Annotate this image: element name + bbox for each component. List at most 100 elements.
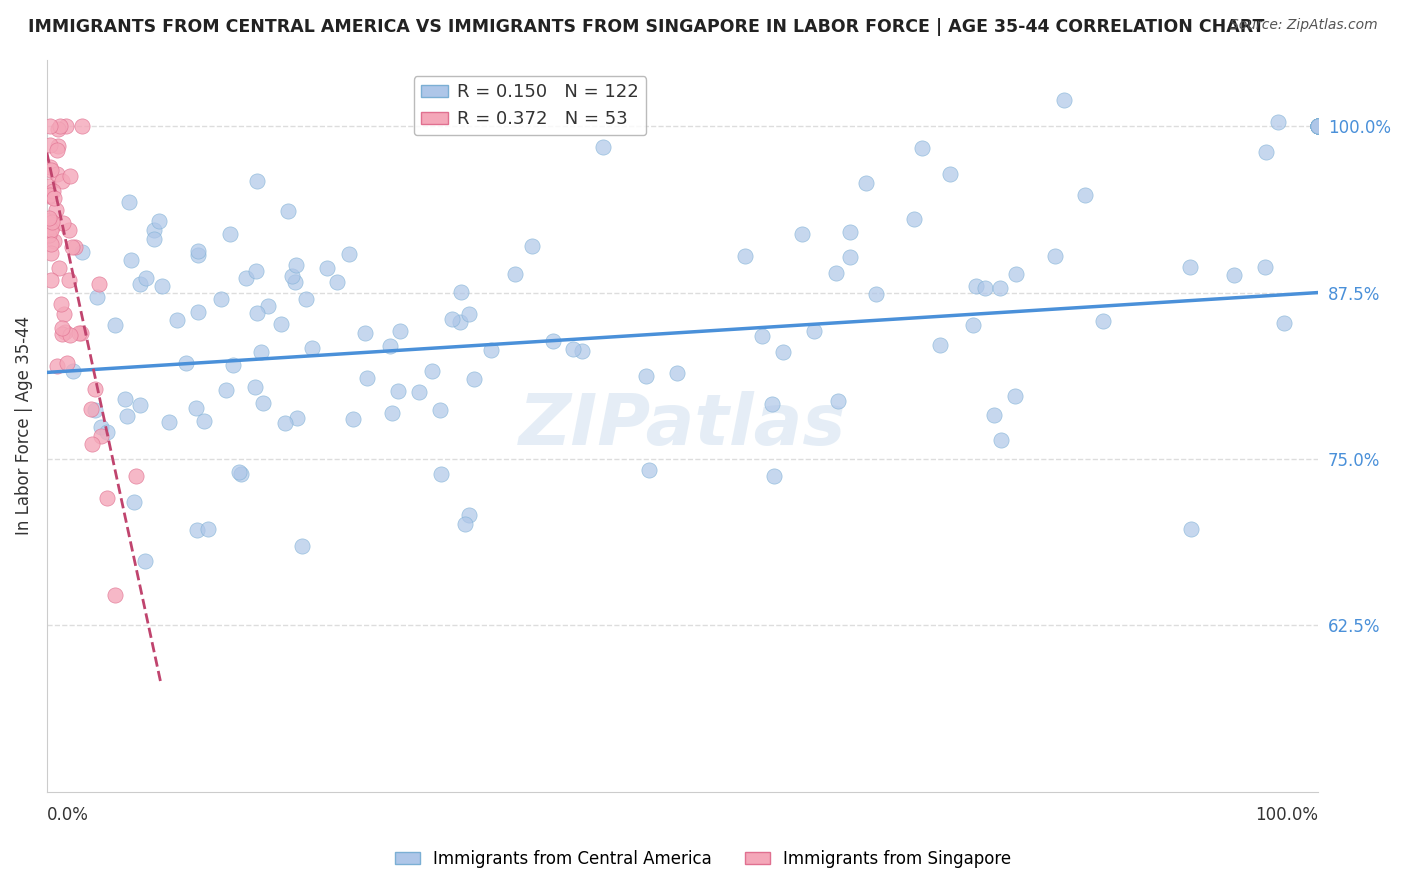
- Point: [245, 264, 267, 278]
- Point: [166, 313, 188, 327]
- Point: [235, 271, 257, 285]
- Point: [762, 468, 785, 483]
- Point: [965, 279, 987, 293]
- Point: [222, 358, 245, 372]
- Point: [450, 285, 472, 300]
- Point: [219, 227, 242, 242]
- Point: [356, 370, 378, 384]
- Point: [430, 467, 453, 481]
- Point: [79, 402, 101, 417]
- Point: [41, 220, 63, 235]
- Point: [229, 467, 252, 481]
- Point: [62, 364, 84, 378]
- Point: [49, 297, 72, 311]
- Point: [209, 293, 232, 307]
- Point: [59, 327, 82, 342]
- Point: [326, 276, 349, 290]
- Point: [1308, 119, 1330, 133]
- Point: [48, 139, 70, 153]
- Point: [125, 468, 148, 483]
- Point: [142, 223, 165, 237]
- Point: [53, 326, 76, 340]
- Point: [150, 278, 173, 293]
- Point: [378, 339, 401, 353]
- Point: [1308, 119, 1330, 133]
- Point: [39, 223, 62, 237]
- Point: [87, 277, 110, 291]
- Point: [83, 383, 105, 397]
- Point: [56, 356, 79, 370]
- Point: [277, 204, 299, 219]
- Point: [1308, 119, 1330, 133]
- Point: [246, 306, 269, 320]
- Point: [381, 406, 404, 420]
- Point: [114, 392, 136, 407]
- Point: [51, 321, 73, 335]
- Point: [463, 372, 485, 386]
- Point: [734, 248, 756, 262]
- Point: [246, 174, 269, 188]
- Point: [1223, 268, 1246, 283]
- Point: [39, 246, 62, 260]
- Point: [353, 326, 375, 341]
- Point: [58, 272, 80, 286]
- Point: [38, 178, 60, 193]
- Text: 100.0%: 100.0%: [1256, 806, 1319, 824]
- Point: [387, 384, 409, 399]
- Point: [1308, 119, 1330, 133]
- Point: [1091, 314, 1114, 328]
- Text: IMMIGRANTS FROM CENTRAL AMERICA VS IMMIGRANTS FROM SINGAPORE IN LABOR FORCE | AG: IMMIGRANTS FROM CENTRAL AMERICA VS IMMIG…: [28, 18, 1264, 36]
- Point: [193, 414, 215, 428]
- Point: [751, 328, 773, 343]
- Point: [104, 318, 127, 333]
- Y-axis label: In Labor Force | Age 35-44: In Labor Force | Age 35-44: [15, 316, 32, 535]
- Point: [316, 261, 339, 276]
- Point: [457, 307, 479, 321]
- Point: [187, 304, 209, 318]
- Point: [1308, 119, 1330, 133]
- Point: [104, 588, 127, 602]
- Point: [45, 143, 67, 157]
- Point: [1308, 119, 1330, 133]
- Point: [157, 415, 180, 429]
- Point: [772, 345, 794, 359]
- Point: [252, 396, 274, 410]
- Point: [295, 292, 318, 306]
- Point: [562, 343, 585, 357]
- Point: [45, 202, 67, 217]
- Point: [962, 318, 984, 332]
- Text: ZIPatlas: ZIPatlas: [519, 392, 846, 460]
- Point: [825, 266, 848, 280]
- Point: [46, 121, 69, 136]
- Point: [1004, 389, 1026, 403]
- Point: [128, 277, 150, 292]
- Point: [250, 345, 273, 359]
- Point: [1267, 115, 1289, 129]
- Point: [134, 554, 156, 568]
- Point: [245, 380, 267, 394]
- Point: [520, 239, 543, 253]
- Point: [48, 261, 70, 276]
- Point: [388, 324, 411, 338]
- Point: [838, 250, 860, 264]
- Point: [38, 211, 60, 225]
- Point: [82, 436, 104, 450]
- Point: [90, 428, 112, 442]
- Point: [129, 398, 152, 412]
- Point: [39, 161, 62, 175]
- Point: [39, 236, 62, 251]
- Point: [637, 463, 659, 477]
- Point: [122, 494, 145, 508]
- Point: [176, 355, 198, 369]
- Point: [228, 465, 250, 479]
- Point: [197, 522, 219, 536]
- Point: [1178, 260, 1201, 274]
- Point: [69, 326, 91, 340]
- Text: Source: ZipAtlas.com: Source: ZipAtlas.com: [1230, 18, 1378, 32]
- Point: [1308, 119, 1330, 133]
- Point: [541, 334, 564, 349]
- Point: [571, 344, 593, 359]
- Point: [1308, 119, 1330, 133]
- Legend: Immigrants from Central America, Immigrants from Singapore: Immigrants from Central America, Immigra…: [388, 844, 1018, 875]
- Point: [49, 119, 72, 133]
